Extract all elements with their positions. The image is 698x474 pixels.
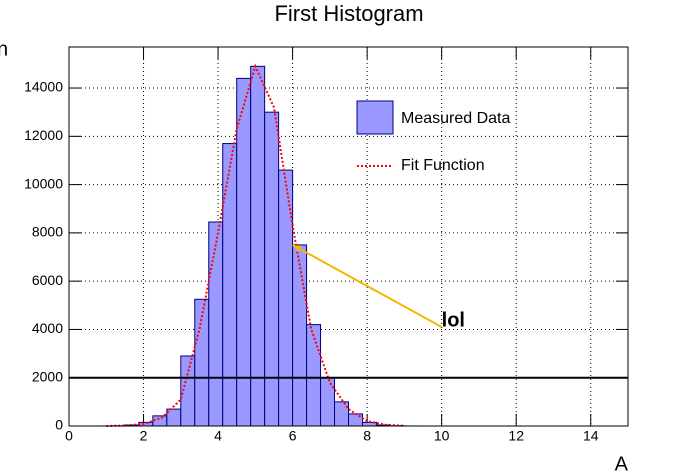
y-tick-label: 6000 bbox=[32, 272, 63, 288]
histogram-bar bbox=[264, 111, 280, 427]
legend-label: Measured Data bbox=[401, 110, 510, 127]
y-tick-label: 8000 bbox=[32, 224, 63, 240]
histogram-bar bbox=[180, 355, 196, 427]
x-tick-label: 6 bbox=[289, 428, 297, 444]
histogram-bar bbox=[250, 65, 266, 427]
histogram-bar bbox=[208, 221, 224, 427]
histogram-bar bbox=[320, 377, 336, 427]
y-tick-label: 2000 bbox=[32, 368, 63, 384]
legend-label: Fit Function bbox=[401, 157, 485, 174]
legend-swatch bbox=[356, 100, 394, 135]
histogram-bar bbox=[138, 421, 154, 427]
histogram-bar bbox=[194, 298, 210, 427]
y-axis-label: n bbox=[0, 38, 8, 60]
histogram-bar bbox=[292, 244, 308, 427]
x-axis-label: A bbox=[615, 453, 629, 474]
histogram-bar bbox=[166, 408, 182, 427]
histogram-bar bbox=[334, 401, 349, 427]
y-tick-label: 10000 bbox=[24, 175, 63, 191]
x-tick-label: 8 bbox=[363, 428, 371, 444]
plot-frame bbox=[68, 46, 629, 427]
y-tick-label: 12000 bbox=[24, 127, 63, 143]
histogram-bar bbox=[306, 324, 322, 427]
x-tick-label: 4 bbox=[214, 428, 222, 444]
y-tick-label: 4000 bbox=[32, 320, 63, 336]
histogram-bar bbox=[236, 77, 252, 427]
arrow-head bbox=[292, 244, 302, 253]
x-tick-label: 0 bbox=[65, 428, 73, 444]
chart-title: First Histogram bbox=[274, 1, 423, 26]
x-tick-label: 14 bbox=[583, 428, 599, 444]
x-tick-label: 12 bbox=[508, 428, 524, 444]
histogram-bar bbox=[222, 143, 238, 427]
fit-line bbox=[106, 63, 405, 427]
annotation-text: lol bbox=[442, 309, 465, 331]
x-tick-label: 10 bbox=[434, 428, 450, 444]
x-tick-label: 2 bbox=[140, 428, 148, 444]
y-tick-label: 14000 bbox=[24, 79, 63, 95]
y-tick-label: 0 bbox=[55, 417, 63, 433]
annotation-arrow bbox=[292, 244, 443, 328]
